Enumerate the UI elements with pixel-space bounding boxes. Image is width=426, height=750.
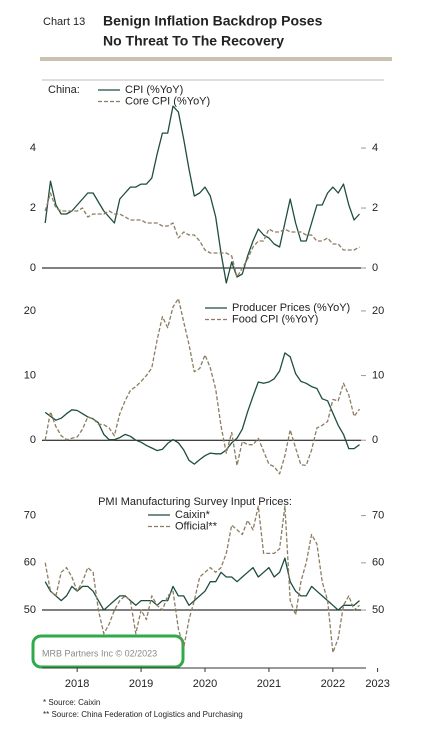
- y2-tick-label: 20: [372, 305, 384, 317]
- y2-tick-label: 2: [372, 202, 378, 214]
- legend-label: Producer Prices (%YoY): [232, 302, 350, 314]
- y-tick-label: 0: [30, 262, 36, 274]
- x-tick-label: 2023: [365, 678, 389, 690]
- chart-title: Benign Inflation Backdrop Poses: [103, 13, 323, 29]
- y2-tick-label: 50: [372, 604, 384, 616]
- y-tick-label: 10: [24, 369, 36, 381]
- legend-label: Caixin*: [175, 509, 211, 521]
- y-tick-label: 2: [30, 202, 36, 214]
- legend-title: PMI Manufacturing Survey Input Prices:: [98, 496, 292, 508]
- series-line: [44, 297, 361, 475]
- header-rule: [40, 57, 392, 61]
- series-line: [44, 105, 360, 284]
- y2-tick-label: 0: [372, 434, 378, 446]
- footnote: * Source: Caixin: [43, 698, 100, 707]
- legend-label: CPI (%YoY): [125, 84, 183, 96]
- x-tick-label: 2018: [65, 678, 89, 690]
- y2-tick-label: 0: [372, 262, 378, 274]
- x-tick-label: 2020: [193, 678, 217, 690]
- y2-tick-label: 10: [372, 369, 384, 381]
- y2-tick-label: 60: [372, 557, 384, 569]
- x-tick-label: 2022: [321, 678, 345, 690]
- y-tick-label: 70: [24, 510, 36, 522]
- series-line: [44, 192, 360, 278]
- legend-title: China:: [48, 84, 80, 96]
- y2-tick-label: 70: [372, 510, 384, 522]
- legend-label: Core CPI (%YoY): [125, 95, 210, 107]
- watermark: MRB Partners Inc © 02/2023: [42, 648, 157, 658]
- series-line: [44, 352, 360, 465]
- x-tick-label: 2021: [257, 678, 281, 690]
- x-tick-label: 2019: [129, 678, 153, 690]
- y-tick-label: 0: [30, 434, 36, 446]
- y-tick-label: 50: [24, 604, 36, 616]
- legend-label: Food CPI (%YoY): [232, 313, 318, 325]
- series-line: [44, 557, 360, 611]
- y-tick-label: 4: [30, 142, 36, 154]
- footnote: ** Source: China Federation of Logistics…: [43, 710, 243, 719]
- y2-tick-label: 4: [372, 142, 378, 154]
- chart-number: Chart 13: [43, 16, 85, 28]
- series-line: [44, 505, 360, 654]
- legend-label: Official**: [175, 520, 218, 532]
- highlight-box: [31, 634, 185, 669]
- y-tick-label: 60: [24, 557, 36, 569]
- chart-title: No Threat To The Recovery: [103, 33, 284, 49]
- y-tick-label: 20: [24, 305, 36, 317]
